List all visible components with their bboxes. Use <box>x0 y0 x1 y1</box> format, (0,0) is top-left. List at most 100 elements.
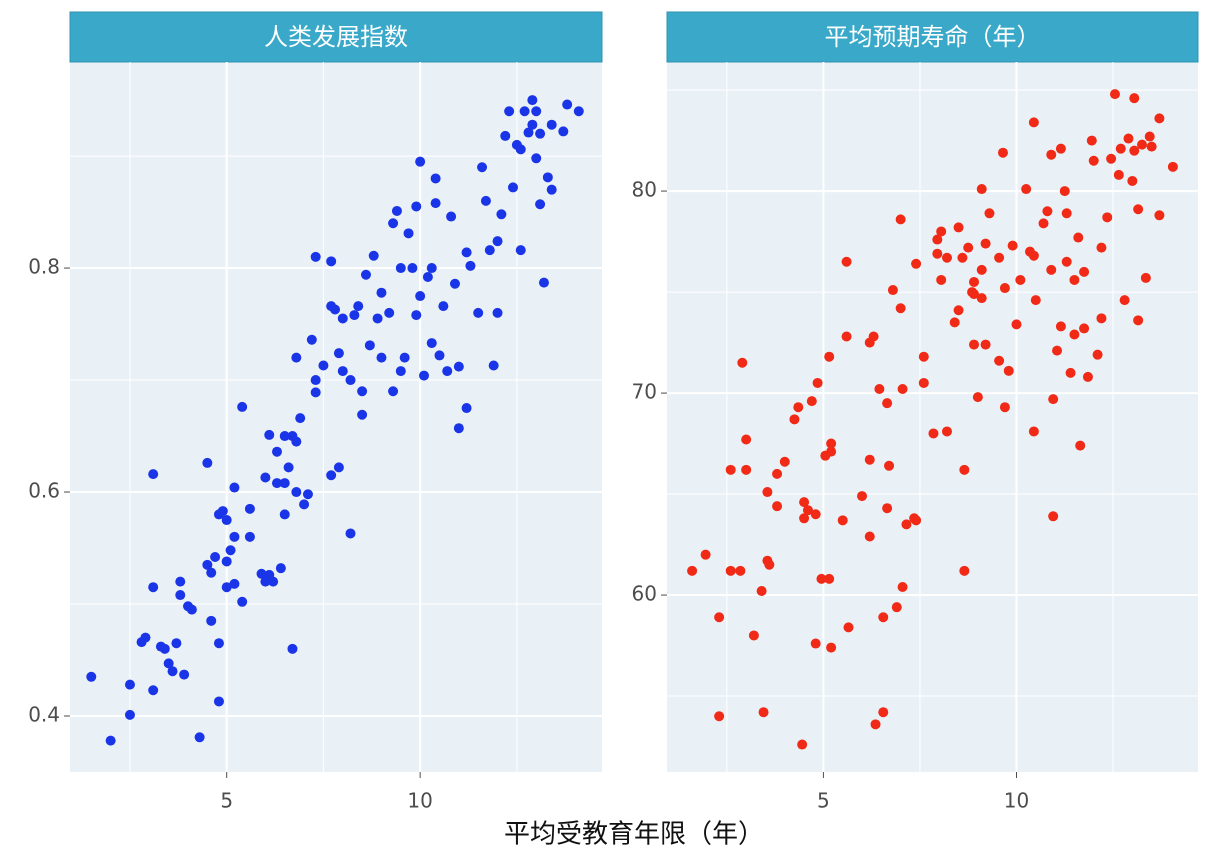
point <box>1055 143 1066 154</box>
x-tick-label: 5 <box>220 789 233 813</box>
point <box>756 586 767 597</box>
point <box>999 402 1010 413</box>
point <box>275 563 286 574</box>
point <box>1167 161 1178 172</box>
y-tick-label: 60 <box>632 582 657 606</box>
point <box>213 696 224 707</box>
point <box>882 503 893 514</box>
point <box>546 184 557 195</box>
point <box>972 392 983 403</box>
point <box>1086 135 1097 146</box>
point <box>496 209 507 220</box>
point <box>895 214 906 225</box>
point <box>1079 323 1090 334</box>
point <box>171 638 182 649</box>
point <box>480 195 491 206</box>
point <box>918 351 929 362</box>
point <box>1028 250 1039 261</box>
point <box>430 198 441 209</box>
point <box>874 384 885 395</box>
point <box>843 622 854 633</box>
point <box>1055 321 1066 332</box>
point <box>399 352 410 363</box>
point <box>932 248 943 259</box>
x-tick-label: 5 <box>817 789 830 813</box>
point <box>1052 345 1063 356</box>
point <box>415 156 426 167</box>
point <box>897 581 908 592</box>
point <box>430 173 441 184</box>
point <box>244 531 255 542</box>
point <box>148 582 159 593</box>
point <box>762 487 773 498</box>
point <box>741 434 752 445</box>
point <box>291 436 302 447</box>
point <box>687 565 698 576</box>
point <box>1028 426 1039 437</box>
point <box>1042 206 1053 217</box>
point <box>1109 89 1120 100</box>
point <box>969 339 980 350</box>
point <box>500 130 511 141</box>
point <box>368 250 379 261</box>
point <box>1115 143 1126 154</box>
point <box>163 658 174 669</box>
point <box>221 582 232 593</box>
point <box>256 568 267 579</box>
point <box>980 238 991 249</box>
point <box>997 147 1008 158</box>
point <box>217 506 228 517</box>
point <box>1011 319 1022 330</box>
point <box>268 576 279 587</box>
point <box>953 305 964 316</box>
point <box>700 549 711 560</box>
point <box>1061 256 1072 267</box>
point <box>426 338 437 349</box>
point <box>210 551 221 562</box>
point <box>758 707 769 718</box>
point <box>725 464 736 475</box>
point <box>932 234 943 245</box>
point <box>306 334 317 345</box>
point <box>349 310 360 321</box>
point <box>957 252 968 263</box>
point <box>453 423 464 434</box>
point <box>279 431 290 442</box>
point <box>194 732 205 743</box>
y-tick-label: 80 <box>632 178 657 202</box>
point <box>244 503 255 514</box>
point <box>936 274 947 285</box>
point <box>415 291 426 302</box>
point <box>1069 274 1080 285</box>
point <box>105 735 116 746</box>
point <box>841 256 852 267</box>
point <box>1129 93 1140 104</box>
point <box>812 377 823 388</box>
point <box>573 106 584 117</box>
point <box>260 472 271 483</box>
point <box>999 283 1010 294</box>
x-axis-title: 平均受教育年限（年） <box>504 820 764 850</box>
point <box>364 340 375 351</box>
point <box>206 567 217 578</box>
point <box>878 707 889 718</box>
point <box>882 398 893 409</box>
point <box>357 409 368 420</box>
point <box>477 162 488 173</box>
point <box>148 685 159 696</box>
point <box>237 401 248 412</box>
y-tick-label: 70 <box>632 380 657 404</box>
point <box>1046 264 1057 275</box>
point <box>878 612 889 623</box>
point <box>531 106 542 117</box>
point <box>810 638 821 649</box>
point <box>422 272 433 283</box>
point <box>941 252 952 263</box>
point <box>1096 313 1107 324</box>
point <box>310 251 321 262</box>
point <box>333 348 344 359</box>
point <box>531 153 542 164</box>
point <box>1106 153 1117 164</box>
point <box>976 293 987 304</box>
point <box>326 470 337 481</box>
